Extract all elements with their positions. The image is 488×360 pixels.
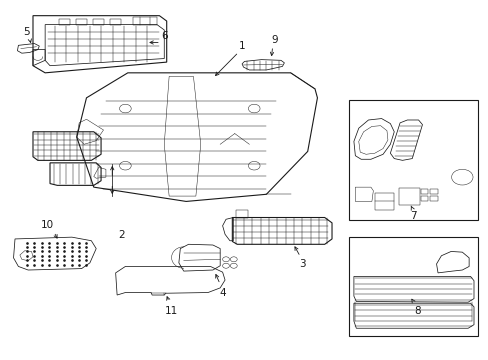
Text: 6: 6	[161, 31, 167, 41]
Text: 9: 9	[271, 35, 277, 45]
Text: 1: 1	[238, 41, 245, 51]
Text: 10: 10	[41, 220, 54, 230]
Text: 11: 11	[164, 306, 178, 316]
Bar	[429, 189, 437, 194]
Text: 5: 5	[23, 27, 30, 37]
Bar	[429, 196, 437, 201]
Text: 3: 3	[299, 259, 305, 269]
Text: 2: 2	[119, 230, 125, 240]
Text: 8: 8	[413, 306, 420, 316]
Bar	[420, 196, 427, 201]
Text: 4: 4	[219, 288, 225, 298]
Text: 7: 7	[409, 211, 416, 221]
Bar	[420, 189, 427, 194]
